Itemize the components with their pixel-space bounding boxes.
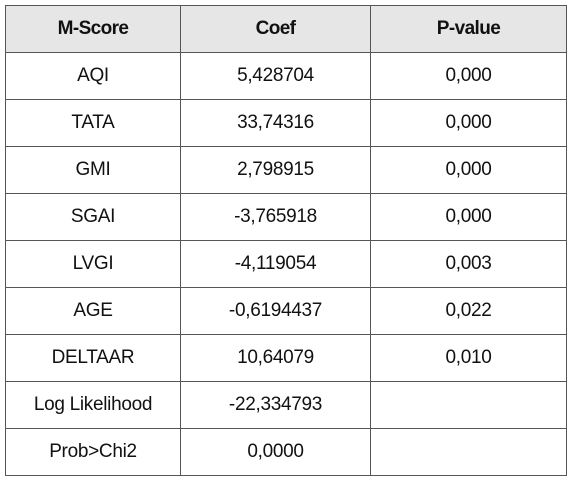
mscore-table: M-Score Coef P-value AQI 5,428704 0,000 … — [5, 5, 567, 476]
cell-pvalue: 0,003 — [370, 240, 567, 288]
cell-coef: 0,0000 — [180, 428, 371, 476]
cell-variable: DELTAAR — [5, 334, 181, 382]
cell-pvalue: 0,000 — [370, 146, 567, 194]
cell-pvalue: 0,000 — [370, 52, 567, 100]
header-mscore: M-Score — [5, 5, 181, 53]
table-row: Log Likelihood -22,334793 — [5, 381, 567, 429]
cell-coef: 10,64079 — [180, 334, 371, 382]
table-row: AQI 5,428704 0,000 — [5, 52, 567, 100]
cell-coef: -3,765918 — [180, 193, 371, 241]
header-row: M-Score Coef P-value — [5, 5, 567, 53]
cell-variable: Prob>Chi2 — [5, 428, 181, 476]
table-row: DELTAAR 10,64079 0,010 — [5, 334, 567, 382]
cell-coef: 5,428704 — [180, 52, 371, 100]
cell-pvalue: 0,000 — [370, 193, 567, 241]
table-row: AGE -0,6194437 0,022 — [5, 287, 567, 335]
cell-pvalue — [370, 428, 567, 476]
cell-coef: 33,74316 — [180, 99, 371, 147]
cell-pvalue: 0,022 — [370, 287, 567, 335]
table-row: TATA 33,74316 0,000 — [5, 99, 567, 147]
cell-coef: 2,798915 — [180, 146, 371, 194]
table-body: AQI 5,428704 0,000 TATA 33,74316 0,000 G… — [5, 52, 567, 476]
cell-variable: GMI — [5, 146, 181, 194]
table-row: SGAI -3,765918 0,000 — [5, 193, 567, 241]
cell-variable: Log Likelihood — [5, 381, 181, 429]
table-row: LVGI -4,119054 0,003 — [5, 240, 567, 288]
cell-variable: SGAI — [5, 193, 181, 241]
cell-pvalue — [370, 381, 567, 429]
header-coef: Coef — [180, 5, 371, 53]
cell-variable: TATA — [5, 99, 181, 147]
cell-coef: -4,119054 — [180, 240, 371, 288]
cell-variable: AGE — [5, 287, 181, 335]
table-row: Prob>Chi2 0,0000 — [5, 428, 567, 476]
cell-coef: -22,334793 — [180, 381, 371, 429]
header-pvalue: P-value — [370, 5, 567, 53]
cell-pvalue: 0,000 — [370, 99, 567, 147]
table-row: GMI 2,798915 0,000 — [5, 146, 567, 194]
cell-pvalue: 0,010 — [370, 334, 567, 382]
table-header: M-Score Coef P-value — [5, 5, 567, 53]
cell-coef: -0,6194437 — [180, 287, 371, 335]
cell-variable: LVGI — [5, 240, 181, 288]
cell-variable: AQI — [5, 52, 181, 100]
